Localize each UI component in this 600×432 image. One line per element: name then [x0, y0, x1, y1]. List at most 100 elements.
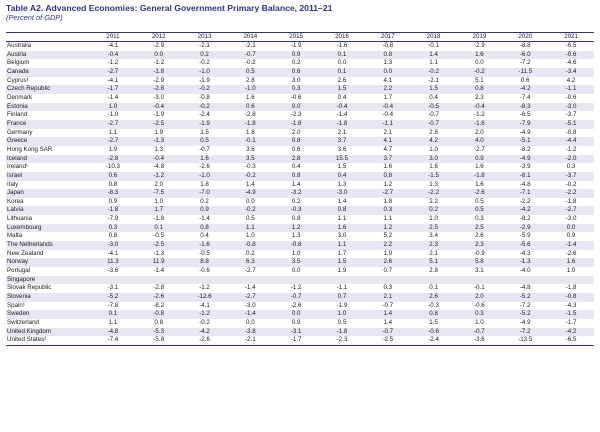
value-cell: 1.3	[291, 232, 301, 240]
value-cell: 1.2	[383, 180, 393, 188]
value-cell: -1.2	[107, 59, 119, 67]
value-cell: 3.0	[291, 76, 301, 84]
value-cell: -0.7	[410, 119, 457, 129]
value-cell: 0.2	[181, 50, 228, 60]
value-cell: -6.5	[548, 336, 594, 346]
value-cell: 2.6	[337, 76, 347, 84]
value-cell: 0.1	[429, 284, 438, 292]
value-cell: -0.6	[474, 301, 485, 309]
value-cell: 1.0	[429, 215, 438, 223]
value-cell: 0.8	[181, 223, 228, 233]
year-header: 2021	[548, 32, 594, 42]
primary-balance-table: 2011 2012 2013 2014 2015 2016 2017 2018 2019 2020…	[6, 32, 594, 346]
value-cell: 1.5	[319, 85, 365, 94]
year-header: 2019	[456, 32, 503, 42]
value-cell: 0.5	[337, 319, 347, 326]
table-row: Singapore	[6, 275, 594, 285]
value-cell: 0.1	[135, 223, 182, 233]
value-cell: 1.9	[383, 249, 393, 257]
value-cell: 0.2	[410, 206, 457, 216]
value-cell: 4.7	[383, 145, 393, 153]
value-cell: -0.8	[199, 93, 210, 101]
table-row: Hong Kong SAR 1.9 1.3 -0.7 3.6 0.6 3.6 4.7 1.0 -2…	[6, 146, 594, 155]
value-cell: -1.6	[181, 241, 228, 250]
value-cell: -3.0	[245, 301, 256, 309]
value-cell: 0.8	[291, 215, 301, 223]
value-cell: 0.5	[227, 67, 274, 77]
value-cell: 0.4	[429, 93, 438, 101]
value-cell: -0.2	[456, 67, 503, 77]
value-cell: -4.2	[548, 327, 594, 337]
value-cell: -5.1	[548, 119, 594, 129]
value-cell: -0.6	[199, 267, 210, 275]
value-cell: 1.6	[319, 223, 365, 233]
value-cell: -0.8	[565, 128, 577, 136]
table-row: Korea 0.9 1.0 0.2 0.0 0.2 1.4 1.8 2.2 0.5 -2.2 -1.8	[6, 198, 594, 207]
value-cell: -3.1	[107, 284, 119, 292]
value-cell: -7.5	[135, 189, 182, 198]
value-cell: 1.5	[319, 258, 365, 268]
value-cell: -0.6	[565, 93, 577, 101]
value-cell: -1.4	[153, 267, 165, 275]
value-cell: -1.1	[548, 85, 594, 94]
value-cell: -2.5	[135, 119, 182, 129]
value-cell: 0.0	[273, 310, 320, 319]
value-cell: -8.2	[153, 301, 165, 309]
value-cell: 0.2	[246, 249, 255, 257]
value-cell: 1.2	[364, 223, 411, 233]
value-cell: 0.4	[200, 232, 209, 240]
value-cell	[181, 275, 228, 285]
table-row: Japan -8.3 -7.5 -7.0 -4.9 -3.2 -3.0 -2.7 -2.2 -2.…	[6, 189, 594, 198]
value-cell: -2.6	[135, 293, 182, 302]
value-cell: -0.4	[364, 102, 411, 112]
value-cell: 1.9	[337, 267, 347, 275]
value-cell: 0.0	[475, 59, 484, 67]
value-cell: -1.0	[227, 85, 274, 94]
value-cell: 2.0	[456, 293, 503, 302]
value-cell: 1.7	[383, 93, 393, 101]
value-cell: -12.6	[181, 293, 228, 302]
value-cell: -1.4	[107, 93, 119, 101]
country-cell: Slovak Republic	[7, 284, 52, 292]
value-cell: 0.0	[364, 67, 411, 77]
value-cell: -0.5	[153, 232, 165, 240]
value-cell: 0.8	[273, 171, 320, 181]
value-cell: 0.8	[364, 171, 411, 181]
value-cell: 0.1	[319, 67, 365, 77]
value-cell: -0.5	[410, 102, 457, 112]
value-cell: -0.7	[273, 293, 320, 302]
value-cell: 5.1	[475, 76, 484, 84]
value-cell: -7.8	[107, 301, 119, 309]
value-cell: -2.7	[548, 206, 594, 216]
value-cell: -5.8	[135, 336, 182, 346]
table-row: Malta 0.8 -0.5 0.4 1.0 1.3 3.0 5.2 3.4 2.6 -5.9 0.9	[6, 232, 594, 241]
value-cell: 1.0	[475, 319, 484, 326]
value-cell: -2.2	[548, 189, 594, 198]
value-cell: 0.5	[246, 215, 255, 223]
value-cell	[319, 275, 365, 285]
value-cell: 1.0	[566, 267, 576, 275]
value-cell: 3.7	[364, 154, 411, 164]
value-cell: -3.6	[107, 267, 119, 275]
table-row: Estonia 1.0 -0.4 -0.2 0.6 0.0 -0.4 -0.4 -0.5 -0.4…	[6, 102, 594, 112]
value-cell: 0.5	[475, 197, 484, 205]
value-cell: -5.2	[502, 310, 549, 319]
value-cell: -0.2	[245, 59, 256, 67]
value-cell: 4.2	[566, 76, 576, 84]
value-cell: -0.3	[428, 301, 439, 309]
value-cell: -4.2	[502, 206, 549, 216]
value-cell: -4.8	[519, 180, 531, 188]
country-cell: Germany	[7, 128, 33, 136]
value-cell: -2.7	[245, 267, 256, 275]
value-cell: 0.9	[181, 206, 228, 216]
value-cell: 0.9	[108, 197, 118, 205]
value-cell: -1.5	[410, 171, 457, 181]
value-cell: 1.5	[410, 85, 457, 94]
value-cell: -1.8	[153, 215, 165, 223]
value-cell: 0.0	[337, 59, 347, 67]
value-cell: 3.0	[337, 232, 347, 240]
value-cell: -3.9	[519, 163, 531, 171]
country-column-header	[6, 32, 90, 42]
value-cell: -4.2	[502, 85, 549, 94]
year-header: 2016	[319, 32, 365, 42]
